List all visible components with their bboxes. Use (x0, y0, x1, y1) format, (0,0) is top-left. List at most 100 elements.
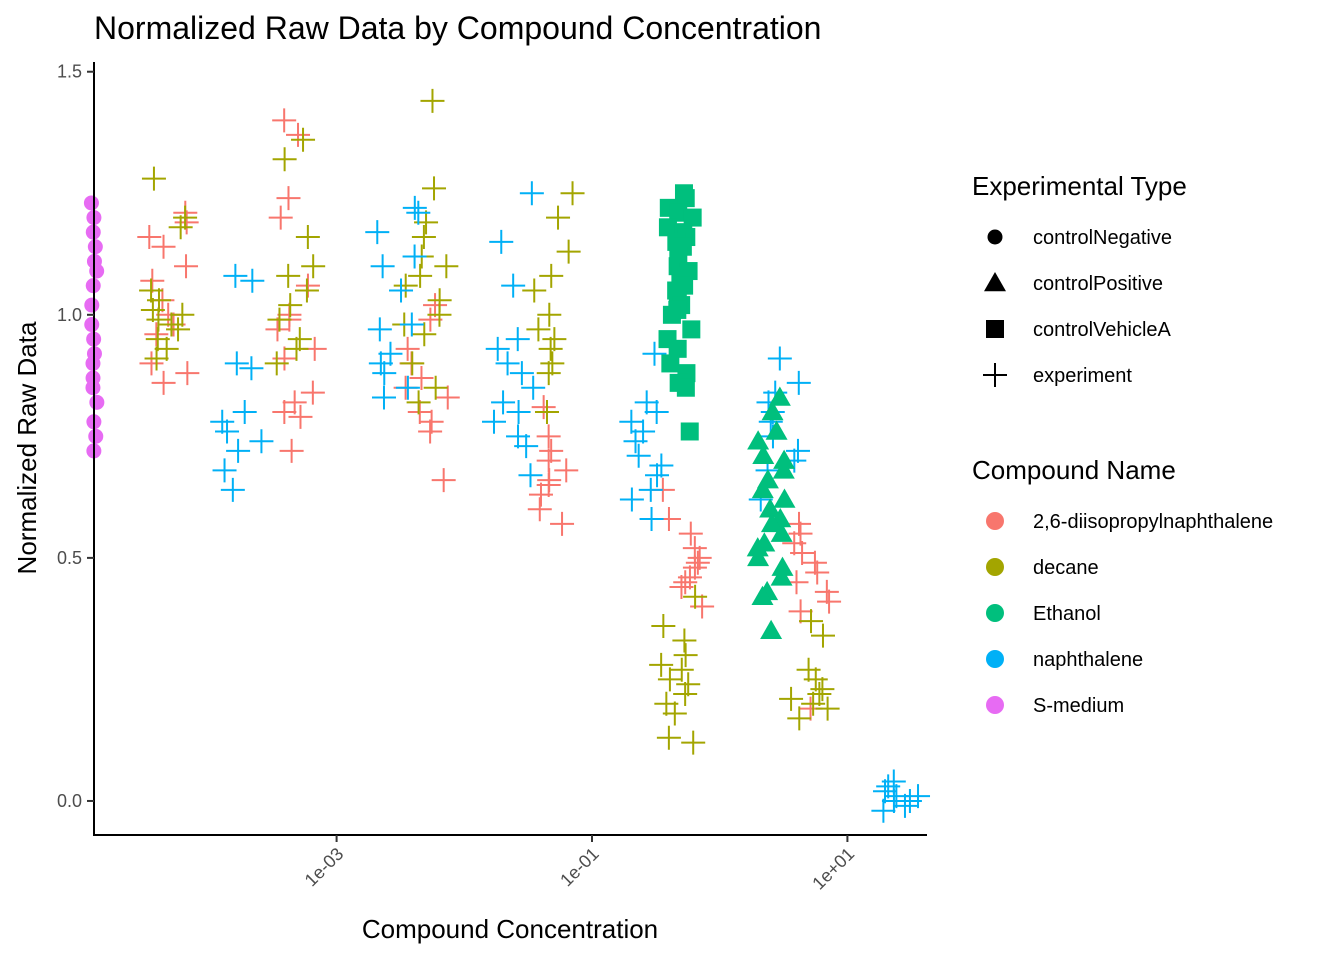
data-point-naphthalene-experiment-2-9 (506, 400, 531, 425)
data-point-2-6-diisopropylnaphthalene-experiment-5-0 (787, 511, 812, 536)
legend-label: naphthalene (1033, 649, 1143, 671)
data-point-naphthalene-experiment-1-0 (402, 195, 427, 220)
data-point-ethanol-controlpositive-0-0 (768, 386, 791, 406)
data-point-s-medium-controlnegative-0-0 (83, 195, 99, 211)
data-point-naphthalene-experiment-2-8 (491, 390, 516, 415)
data-point-naphthalene-experiment-4-7 (785, 438, 810, 463)
data-point-decane-experiment-1-3 (301, 254, 326, 279)
data-point-2-6-diisopropylnaphthalene-experiment-4-4 (687, 545, 712, 570)
data-point-naphthalene-experiment-2-2 (501, 273, 526, 298)
data-point-decane-experiment-5-4 (810, 677, 835, 702)
data-point-decane-experiment-0-12 (144, 346, 169, 371)
data-point-2-6-diisopropylnaphthalene-experiment-1-14 (279, 438, 304, 463)
data-point-decane-experiment-2-5 (434, 254, 459, 279)
data-point-naphthalene-experiment-0-1 (240, 268, 265, 293)
data-point-ethanol-controlvehiclea-0-1 (676, 189, 695, 208)
data-point-ethanol-controlpositive-0-4 (752, 444, 775, 465)
data-point-decane-experiment-0-6 (170, 302, 195, 327)
data-point-2-6-diisopropylnaphthalene-experiment-1-2 (276, 186, 301, 211)
data-point-naphthalene-experiment-3-3 (619, 409, 644, 434)
data-point-naphthalene-experiment-1-4 (370, 254, 395, 279)
data-point-2-6-diisopropylnaphthalene-experiment-4-8 (673, 570, 698, 595)
data-point-decane-experiment-0-9 (166, 317, 191, 342)
legend-key-color (986, 558, 1004, 576)
legend-label: S-medium (1033, 695, 1124, 717)
data-point-naphthalene-experiment-1-6 (399, 312, 424, 337)
data-point-2-6-diisopropylnaphthalene-experiment-0-9 (144, 322, 169, 347)
data-point-decane-experiment-2-0 (420, 88, 445, 113)
data-point-decane-experiment-1-9 (284, 336, 309, 361)
data-point-2-6-diisopropylnaphthalene-experiment-1-13 (288, 404, 313, 429)
data-point-decane-experiment-4-1 (651, 613, 676, 638)
data-point-ethanol-controlpositive-0-2 (765, 420, 788, 440)
data-point-s-medium-controlnegative-0-16 (88, 428, 104, 444)
data-point-decane-experiment-1-10 (264, 351, 289, 376)
data-point-ethanol-controlpositive-0-8 (751, 478, 774, 499)
data-point-decane-experiment-1-5 (294, 278, 319, 303)
data-point-2-6-diisopropylnaphthalene-experiment-3-2 (539, 438, 564, 463)
data-point-decane-experiment-3-9 (540, 351, 565, 376)
data-point-naphthalene-experiment-1-7 (367, 317, 392, 342)
data-point-decane-experiment-3-8 (538, 336, 563, 361)
data-point-naphthalene-experiment-3-5 (623, 429, 648, 454)
data-point-naphthalene-experiment-2-3 (505, 327, 530, 352)
data-point-naphthalene-experiment-1-10 (372, 361, 397, 386)
data-point-2-6-diisopropylnaphthalene-experiment-2-6 (435, 385, 460, 410)
x-tick-label: 1e-01 (556, 844, 603, 891)
data-point-naphthalene-experiment-2-4 (485, 336, 510, 361)
data-point-decane-experiment-5-7 (801, 691, 826, 716)
data-point-naphthalene-experiment-2-6 (509, 361, 534, 386)
data-point-ethanol-controlpositive-0-18 (770, 566, 793, 586)
data-point-decane-experiment-1-1 (272, 147, 297, 172)
data-point-2-6-diisopropylnaphthalene-experiment-4-10 (690, 594, 715, 619)
data-point-decane-experiment-4-5 (669, 657, 694, 682)
legend-label: decane (1033, 557, 1099, 579)
plot-marks (83, 88, 931, 823)
data-point-2-6-diisopropylnaphthalene-experiment-2-4 (409, 366, 434, 391)
data-point-naphthalene-experiment-0-3 (239, 356, 264, 381)
legend-label: 2,6-diisopropylnaphthalene (1033, 511, 1273, 533)
data-point-naphthalene-experiment-3-6 (626, 443, 651, 468)
data-point-decane-experiment-0-0 (141, 166, 166, 191)
chart-title: Normalized Raw Data by Compound Concentr… (94, 10, 821, 46)
data-point-2-6-diisopropylnaphthalene-experiment-3-7 (528, 482, 553, 507)
data-point-naphthalene-experiment-1-12 (371, 385, 396, 410)
legend-key-triangle (984, 272, 1006, 292)
data-point-ethanol-controlvehiclea-0-21 (682, 320, 701, 339)
data-point-naphthalene-experiment-0-5 (210, 409, 235, 434)
data-point-ethanol-controlpositive-0-10 (759, 498, 782, 518)
y-tick-label: 0.0 (57, 791, 82, 811)
data-point-2-6-diisopropylnaphthalene-experiment-2-9 (418, 419, 443, 444)
data-point-ethanol-controlvehiclea-0-3 (669, 203, 688, 222)
data-point-2-6-diisopropylnaphthalene-experiment-1-7 (265, 317, 290, 342)
data-point-naphthalene-experiment-2-13 (518, 463, 543, 488)
data-point-s-medium-controlnegative-0-11 (85, 355, 101, 371)
data-point-naphthalene-experiment-1-2 (365, 220, 390, 245)
legend-label: controlVehicleA (1033, 319, 1172, 341)
data-point-naphthalene-experiment-3-2 (644, 400, 669, 425)
data-point-2-6-diisopropylnaphthalene-experiment-5-4 (802, 550, 827, 575)
data-point-2-6-diisopropylnaphthalene-experiment-2-10 (431, 468, 456, 493)
x-tick-label: 1e+01 (808, 844, 858, 894)
data-point-2-6-diisopropylnaphthalene-experiment-3-9 (550, 511, 575, 536)
data-point-decane-experiment-5-1 (810, 623, 835, 648)
data-point-2-6-diisopropylnaphthalene-experiment-1-10 (300, 380, 325, 405)
data-point-2-6-diisopropylnaphthalene-experiment-3-0 (531, 395, 556, 420)
data-point-decane-experiment-5-9 (787, 706, 812, 731)
data-point-naphthalene-experiment-0-4 (232, 400, 257, 425)
legend-label: controlPositive (1033, 273, 1163, 295)
data-point-decane-experiment-2-12 (400, 351, 425, 376)
data-point-ethanol-controlvehiclea-0-27 (676, 378, 695, 397)
data-point-2-6-diisopropylnaphthalene-experiment-0-10 (139, 351, 164, 376)
data-point-naphthalene-experiment-2-12 (514, 434, 539, 459)
legends: Experimental Type controlNegative controlP… (972, 171, 1273, 717)
data-point-2-6-diisopropylnaphthalene-experiment-1-12 (272, 400, 297, 425)
legend-label: controlNegative (1033, 227, 1172, 249)
data-point-naphthalene-experiment-2-5 (495, 351, 520, 376)
legend-title-experimental-type: Experimental Type (972, 171, 1187, 201)
data-point-2-6-diisopropylnaphthalene-experiment-1-3 (268, 205, 293, 230)
data-point-naphthalene-experiment-1-3 (402, 244, 427, 269)
data-point-2-6-diisopropylnaphthalene-experiment-1-4 (295, 273, 320, 298)
data-point-ethanol-controlpositive-0-12 (760, 512, 783, 533)
data-point-2-6-diisopropylnaphthalene-experiment-5-5 (805, 560, 830, 585)
